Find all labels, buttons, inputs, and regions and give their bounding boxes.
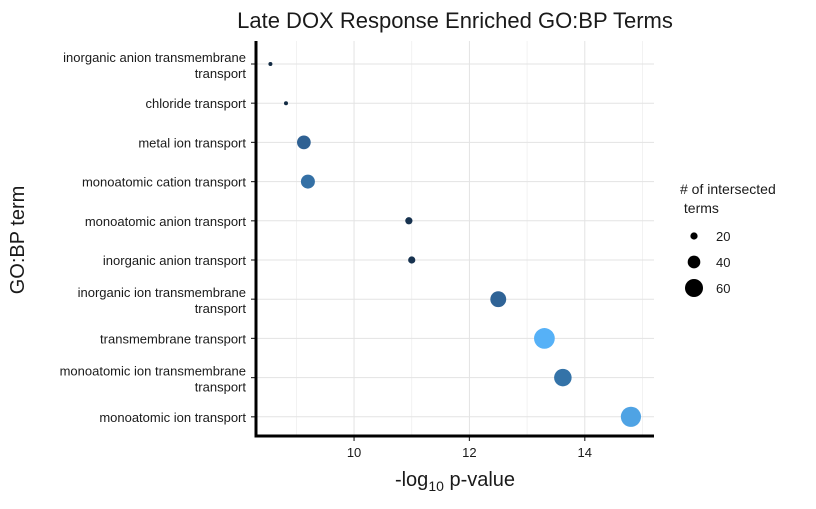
y-tick-label: monoatomic ion transmembrane transport bbox=[60, 364, 247, 395]
y-tick-label: inorganic ion transmembrane transport bbox=[78, 285, 247, 316]
y-tick-label: monoatomic ion transport bbox=[99, 410, 246, 425]
legend-title-line-2: terms bbox=[680, 200, 719, 216]
x-tick-labels: 10 12 14 bbox=[347, 436, 592, 460]
plot-panel bbox=[256, 41, 654, 436]
y-tick-label: inorganic anion transmembrane transport bbox=[63, 50, 246, 81]
data-point bbox=[268, 62, 273, 66]
axes bbox=[254, 41, 654, 438]
x-axis-title-rest: p-value bbox=[444, 469, 515, 491]
chart-title: Late DOX Response Enriched GO:BP Terms bbox=[237, 8, 673, 33]
data-point bbox=[297, 135, 311, 150]
y-tick-labels: inorganic anion transmembrane transport ch… bbox=[60, 50, 256, 425]
data-point bbox=[490, 291, 507, 308]
y-tick-label: monoatomic cation transport bbox=[82, 175, 246, 190]
legend-label: 60 bbox=[716, 281, 730, 296]
legend-key bbox=[684, 278, 704, 298]
x-axis-title-subscript: 10 bbox=[428, 478, 444, 494]
x-axis-title-main: -log bbox=[395, 469, 428, 491]
y-tick-label: chloride transport bbox=[146, 96, 247, 111]
data-point bbox=[405, 217, 413, 225]
y-tick-label: inorganic anion transport bbox=[103, 253, 246, 268]
data-point bbox=[408, 256, 416, 264]
y-tick-label: monoatomic anion transport bbox=[85, 214, 247, 229]
legend-key bbox=[687, 255, 701, 269]
grid-lines bbox=[256, 41, 654, 436]
y-axis-title: GO:BP term bbox=[7, 186, 29, 295]
data-point bbox=[300, 174, 315, 189]
data-points bbox=[268, 62, 642, 427]
legend-label: 40 bbox=[716, 255, 730, 270]
legend: # of intersected terms 20 40 60 bbox=[680, 181, 776, 298]
x-tick-label: 14 bbox=[578, 445, 592, 460]
data-point bbox=[534, 328, 555, 349]
data-point bbox=[620, 406, 642, 427]
x-axis-title: -log10 p-value bbox=[395, 469, 515, 494]
legend-label: 20 bbox=[716, 229, 730, 244]
legend-key bbox=[690, 232, 698, 240]
x-tick-label: 10 bbox=[347, 445, 361, 460]
x-tick-label: 12 bbox=[462, 445, 476, 460]
legend-title-line-1: # of intersected bbox=[680, 181, 776, 197]
data-point bbox=[283, 101, 288, 106]
y-tick-label: transmembrane transport bbox=[100, 331, 246, 346]
data-point bbox=[554, 368, 572, 387]
y-tick-label: metal ion transport bbox=[138, 135, 246, 150]
